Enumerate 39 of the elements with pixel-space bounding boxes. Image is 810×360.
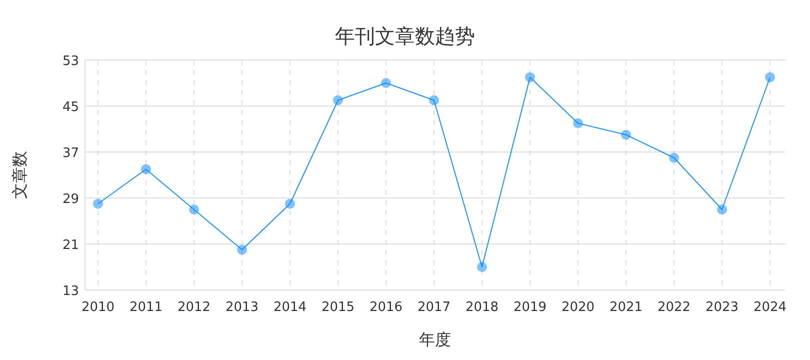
point — [189, 204, 199, 214]
y-tick-label: 53 — [62, 54, 79, 69]
point — [237, 244, 247, 255]
y-tick-label: 37 — [62, 146, 79, 161]
x-tick-label: 2012 — [177, 300, 211, 315]
point — [477, 262, 487, 272]
point — [429, 95, 439, 106]
point — [93, 198, 103, 209]
y-axis-title: 文章数 — [10, 151, 29, 199]
point — [285, 198, 295, 209]
point — [381, 78, 391, 88]
y-tick-label: 45 — [62, 100, 79, 115]
x-tick-label: 2023 — [705, 300, 739, 315]
point — [621, 130, 631, 140]
x-tick-label: 2014 — [273, 300, 307, 315]
x-tick-label: 2019 — [513, 300, 547, 315]
y-tick-label: 13 — [62, 284, 79, 299]
y-tick-label: 21 — [62, 238, 79, 253]
y-tick-label: 29 — [62, 192, 79, 207]
x-tick-label: 2016 — [369, 300, 403, 315]
x-tick-label: 2015 — [321, 300, 355, 315]
chart-title: 年刊文章数趋势 — [335, 24, 475, 48]
x-tick-label: 2021 — [609, 300, 643, 315]
point — [765, 72, 775, 82]
x-tick-label: 2018 — [465, 300, 499, 315]
x-tick-label: 2020 — [561, 300, 595, 315]
x-tick-label: 2013 — [225, 300, 259, 315]
x-tick-label: 2017 — [417, 300, 451, 315]
x-tick-label: 2024 — [753, 300, 787, 315]
point — [669, 152, 679, 163]
point — [717, 204, 727, 214]
x-tick-label: 2022 — [657, 300, 691, 315]
point — [141, 164, 151, 174]
x-tick-label: 2010 — [81, 300, 115, 315]
x-axis-title: 年度 — [419, 330, 451, 349]
point — [525, 72, 535, 82]
point — [333, 95, 343, 106]
point — [573, 118, 583, 128]
x-tick-label: 2011 — [129, 300, 163, 315]
